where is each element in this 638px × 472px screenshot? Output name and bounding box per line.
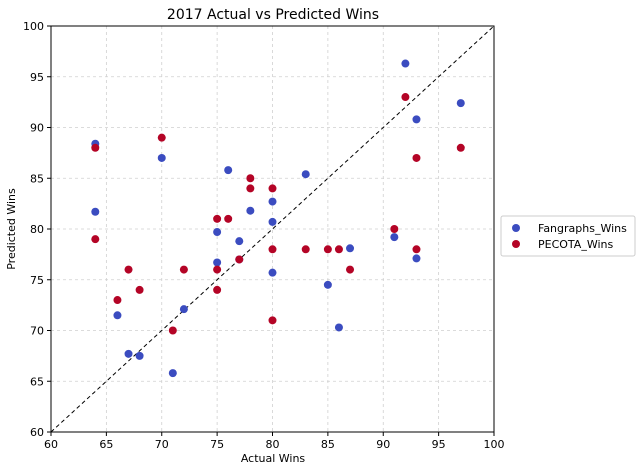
chart-title: 2017 Actual vs Predicted Wins [167, 7, 379, 23]
data-point [224, 214, 233, 223]
y-tick-label: 60 [30, 426, 44, 439]
data-point [213, 228, 222, 237]
data-point [268, 197, 277, 206]
data-point [412, 153, 421, 162]
data-point [213, 265, 222, 274]
data-point [246, 206, 255, 215]
y-tick-label: 90 [30, 122, 44, 135]
data-point [179, 305, 188, 314]
data-point [213, 258, 222, 267]
x-tick-label: 90 [376, 438, 390, 451]
legend: Fangraphs_Wins PECOTA_Wins [500, 215, 636, 257]
data-point [113, 296, 122, 305]
data-point [235, 255, 244, 264]
data-points [91, 59, 465, 378]
x-tick-label: 80 [266, 438, 280, 451]
data-point [91, 235, 100, 244]
data-point [390, 225, 399, 233]
data-point [246, 184, 255, 193]
data-point [168, 369, 177, 378]
data-point [346, 244, 355, 253]
reference-line-y-equals-x [50, 25, 495, 433]
data-point [301, 245, 310, 254]
data-point [456, 99, 465, 108]
y-tick-label: 95 [30, 71, 44, 84]
data-point [113, 311, 122, 320]
legend-label-fangraphs: Fangraphs_Wins [538, 222, 627, 235]
data-point [124, 265, 133, 274]
data-point [401, 59, 410, 68]
y-tick-label: 65 [30, 375, 44, 388]
data-point [456, 143, 465, 152]
x-tick-label: 60 [44, 438, 58, 451]
data-point [301, 170, 310, 179]
data-point [168, 326, 177, 335]
x-tick-label: 65 [99, 438, 113, 451]
y-tick-label: 85 [30, 172, 44, 185]
data-point [235, 237, 244, 246]
data-point [323, 280, 332, 289]
x-tick-label: 100 [484, 438, 505, 451]
y-tick-label: 100 [23, 20, 44, 33]
y-axis-ticks: 60 65 70 75 80 85 90 95 100 [23, 20, 51, 439]
reference-line-layer [50, 25, 495, 433]
data-point [135, 351, 144, 360]
data-point [346, 265, 355, 274]
data-point [179, 265, 188, 274]
data-point [268, 316, 277, 325]
series-PECOTA_Wins [91, 93, 465, 335]
data-point [157, 153, 166, 162]
data-point [213, 285, 222, 294]
legend-marker-pecota [512, 240, 520, 248]
data-point [412, 245, 421, 254]
data-point [91, 207, 100, 216]
data-point [224, 166, 233, 175]
legend-marker-fangraphs [512, 224, 520, 232]
x-tick-label: 95 [432, 438, 446, 451]
x-tick-label: 85 [321, 438, 335, 451]
data-point [268, 268, 277, 277]
legend-label-pecota: PECOTA_Wins [538, 238, 613, 251]
data-point [390, 233, 399, 242]
x-tick-label: 75 [210, 438, 224, 451]
data-point [157, 133, 166, 142]
y-tick-label: 70 [30, 325, 44, 338]
data-point [334, 323, 343, 332]
data-point [246, 174, 255, 183]
data-point [135, 285, 144, 294]
data-point [213, 214, 222, 223]
data-point [412, 115, 421, 124]
y-axis-title: Predicted Wins [5, 188, 18, 270]
data-point [268, 184, 277, 193]
x-axis-title: Actual Wins [241, 452, 306, 465]
y-tick-label: 80 [30, 223, 44, 236]
data-point [268, 245, 277, 254]
data-point [323, 245, 332, 254]
data-point [91, 143, 100, 152]
data-point [401, 93, 410, 102]
data-point [268, 217, 277, 226]
data-point [412, 254, 421, 263]
data-point [124, 349, 133, 358]
legend-box [500, 215, 636, 257]
x-tick-label: 70 [155, 438, 169, 451]
data-point [334, 245, 343, 254]
x-axis-ticks: 60 65 70 75 80 85 90 95 100 [44, 432, 505, 451]
y-tick-label: 75 [30, 274, 44, 287]
